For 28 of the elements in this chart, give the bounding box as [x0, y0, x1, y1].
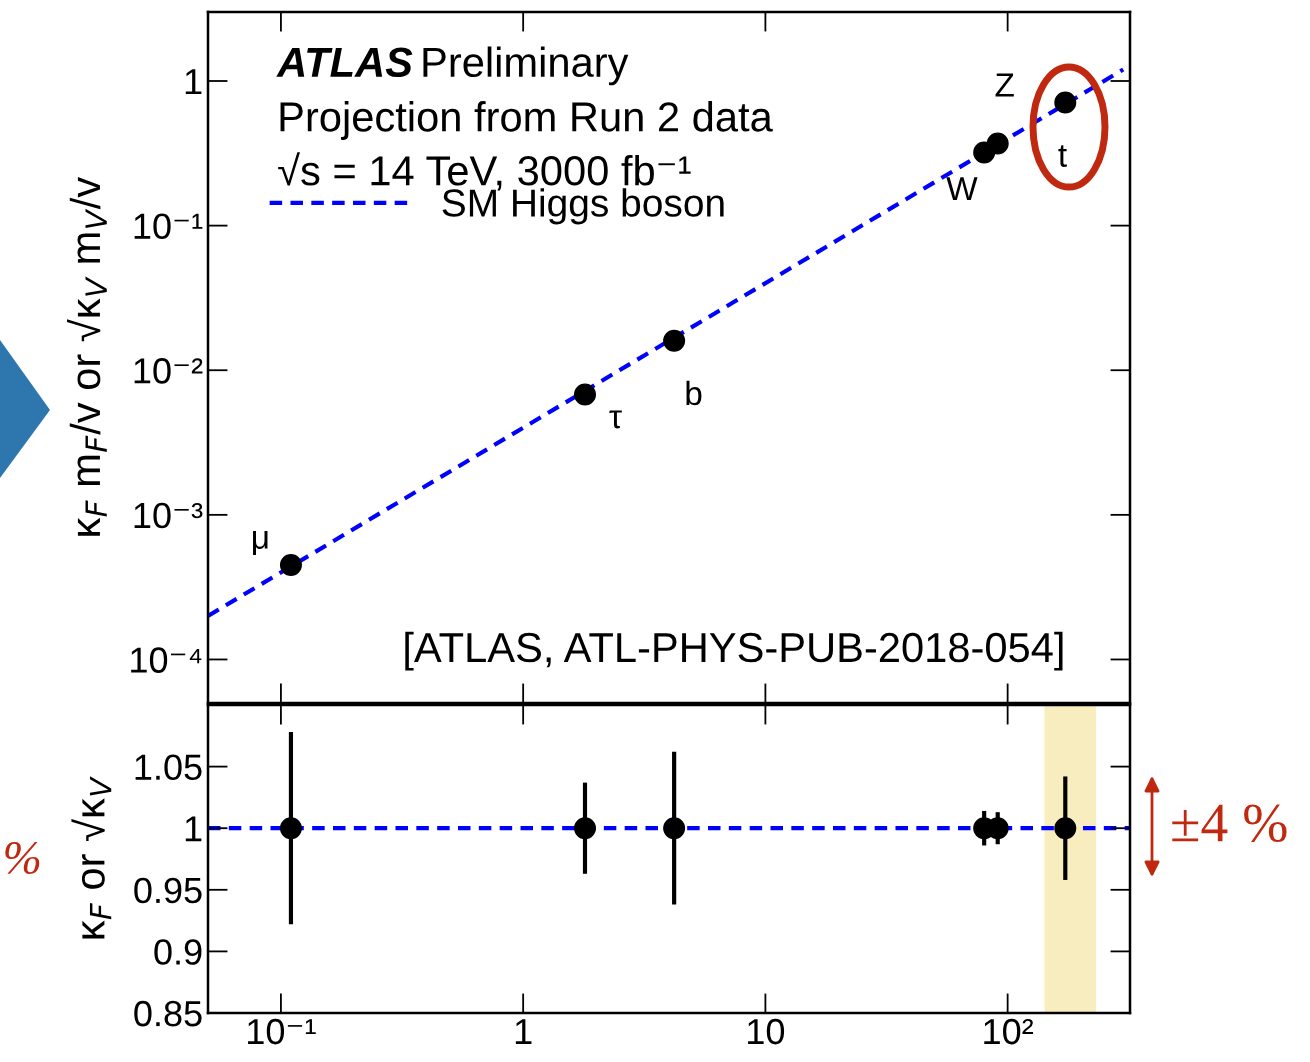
x-tick-label: 10	[748, 1018, 785, 1045]
annotation: Preliminary	[423, 46, 629, 86]
x-tick-label: 10⁻¹	[248, 1018, 316, 1045]
y-axis-title: κ$_{F}$ or √κ$_{V}$	[71, 776, 112, 939]
text: %	[5, 841, 40, 874]
y-tick-label: 1.05	[135, 754, 202, 781]
y-tick-label: 10⁻³	[134, 502, 203, 529]
annotation: μ	[253, 531, 268, 556]
annotation: W	[946, 177, 978, 201]
y-tick-label: 0.95	[134, 877, 202, 904]
annotation: Z	[995, 73, 1014, 97]
annotation: ATLAS	[276, 47, 413, 78]
y-tick-label: 0.9	[154, 939, 202, 965]
y-tick-label: 10⁻¹	[134, 213, 203, 240]
x-tick-label: 1	[515, 1019, 532, 1045]
y-tick-label: 1	[185, 816, 202, 842]
y-tick-label: 0.85	[134, 1000, 202, 1027]
x-tick-label: 10²	[984, 1018, 1034, 1045]
annotation: b	[686, 380, 702, 406]
annotation: t	[1058, 145, 1067, 167]
text: κ$_{F}$ m$_{F}$/v or √κ$_{V}$ m$_{V}$/v	[66, 176, 107, 536]
y-tick-label: 10⁻⁴	[131, 647, 202, 673]
annotation: Projection from Run 2 data	[280, 101, 773, 140]
text: ±4 %	[1172, 804, 1287, 843]
y-tick-label: 1	[185, 69, 202, 95]
annotation: [ATLAS, ATL-PHYS-PUB-2018-054]	[405, 631, 1063, 671]
annotation: τ	[609, 410, 622, 429]
y-tick-label: 10⁻²	[134, 358, 203, 384]
